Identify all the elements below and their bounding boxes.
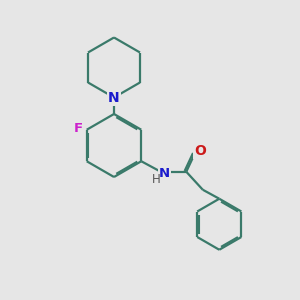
Text: F: F — [74, 122, 83, 135]
Text: N: N — [159, 167, 170, 180]
Text: O: O — [194, 144, 206, 158]
Text: H: H — [152, 173, 161, 186]
Text: N: N — [108, 91, 120, 104]
